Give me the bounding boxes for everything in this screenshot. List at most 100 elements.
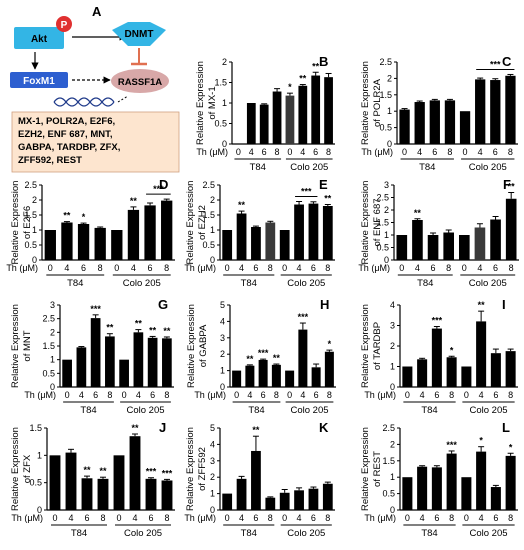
x-tick-label: 0 [65, 390, 70, 400]
x-tick-label: 8 [275, 147, 280, 157]
bar [111, 230, 123, 260]
significance-marker: *** [298, 312, 309, 322]
y-tick-label: 1 [222, 98, 227, 108]
x-tick-label: 4 [300, 147, 305, 157]
bar [76, 347, 87, 387]
bar [271, 364, 281, 387]
x-tick-label: 0 [464, 390, 469, 400]
bar [311, 75, 321, 144]
bar [446, 453, 457, 510]
y-tick-label: 5 [220, 300, 225, 310]
bar [236, 478, 247, 510]
y-tick-label: 1.5 [29, 423, 42, 433]
significance-marker: ** [163, 326, 171, 336]
x-tick-label: 6 [262, 147, 267, 157]
y-tick-label: 0.5 [379, 123, 392, 133]
bar [459, 235, 470, 260]
bar [294, 204, 304, 260]
group-label: T84 [248, 405, 264, 416]
bar [505, 198, 517, 260]
y-tick-label: 1.5 [376, 218, 389, 228]
y-tick-label: 3 [390, 321, 395, 331]
y-tick-label: 0 [32, 255, 37, 265]
bar [476, 451, 487, 510]
chart-d: 0 0.5 1 1.5 2 2.5 D Relative Expression of E2F6 0… [6, 177, 175, 289]
bar [324, 77, 333, 144]
x-axis-label: Th (μM) [364, 390, 396, 400]
bar [402, 477, 413, 510]
y-tick-label: 1.5 [379, 90, 392, 100]
bar [322, 206, 333, 260]
x-tick-label: 6 [253, 513, 258, 523]
y-tick-label: 0 [387, 139, 392, 149]
x-tick-label: 4 [300, 390, 305, 400]
x-tick-label: 6 [148, 513, 153, 523]
x-tick-label: 6 [150, 390, 155, 400]
y-axis-label: of EZH2 [197, 205, 208, 240]
y-tick-label: 4 [390, 300, 395, 310]
bar [113, 455, 125, 510]
x-tick-label: 4 [239, 513, 244, 523]
foxm1-node [10, 72, 68, 88]
x-tick-label: 0 [225, 513, 230, 523]
x-tick-label: 0 [462, 263, 467, 273]
y-tick-label: 2 [50, 327, 55, 337]
group-label: T84 [241, 278, 257, 289]
y-tick-label: 0 [390, 382, 395, 392]
y-tick-label: 0 [384, 255, 389, 265]
y-axis-label: Relative Expression [360, 304, 371, 388]
y-tick-label: 2 [390, 341, 395, 351]
bar [285, 95, 295, 144]
bar [396, 235, 408, 260]
y-tick-label: 2 [384, 205, 389, 215]
x-axis-label: Th (μM) [196, 147, 228, 157]
bar [412, 220, 423, 260]
panel-letter: F [503, 177, 511, 192]
significance-marker: *** [90, 304, 101, 314]
bar [443, 232, 454, 260]
x-tick-label: 8 [326, 147, 331, 157]
group-label: T84 [80, 405, 96, 416]
y-tick-label: 1 [390, 362, 395, 372]
y-tick-label: 1 [37, 450, 42, 460]
y-tick-label: 1 [387, 106, 392, 116]
x-tick-label: 8 [100, 513, 105, 523]
significance-marker: *** [446, 440, 457, 450]
y-tick-label: 2 [210, 472, 215, 482]
x-tick-label: 8 [509, 263, 514, 273]
group-label: T84 [421, 405, 437, 416]
x-tick-label: 6 [434, 390, 439, 400]
group-label: Colo 205 [287, 278, 325, 289]
chart-f: 0 0.5 1 1.5 2 2.5 3 F Relative Expression of ENF … [358, 177, 519, 289]
y-tick-label: 1.5 [214, 78, 227, 88]
dna-rassf-link [117, 95, 129, 103]
x-tick-label: 4 [64, 263, 69, 273]
x-tick-label: 6 [493, 263, 498, 273]
y-tick-label: 2.5 [42, 314, 55, 324]
significance-marker: ** [246, 354, 254, 364]
x-tick-label: 6 [311, 513, 316, 523]
panel-letter: J [159, 420, 166, 435]
bar [127, 209, 140, 260]
group-label: Colo 205 [287, 528, 325, 539]
x-tick-label: 6 [313, 147, 318, 157]
x-tick-label: 6 [493, 147, 498, 157]
y-tick-label: 1 [210, 489, 215, 499]
bar [90, 318, 101, 387]
bar [265, 497, 276, 510]
bar [402, 366, 413, 387]
bar [298, 85, 308, 144]
x-tick-label: 8 [107, 390, 112, 400]
significance-marker: *** [490, 59, 501, 69]
bar [459, 111, 471, 144]
x-tick-label: 6 [81, 263, 86, 273]
x-tick-label: 4 [247, 390, 252, 400]
y-tick-label: 1 [210, 225, 215, 235]
y-axis-label: Relative Expression [186, 304, 197, 388]
x-tick-label: 4 [131, 263, 136, 273]
x-tick-label: 6 [253, 263, 258, 273]
bar [399, 109, 410, 144]
bar [62, 359, 72, 387]
